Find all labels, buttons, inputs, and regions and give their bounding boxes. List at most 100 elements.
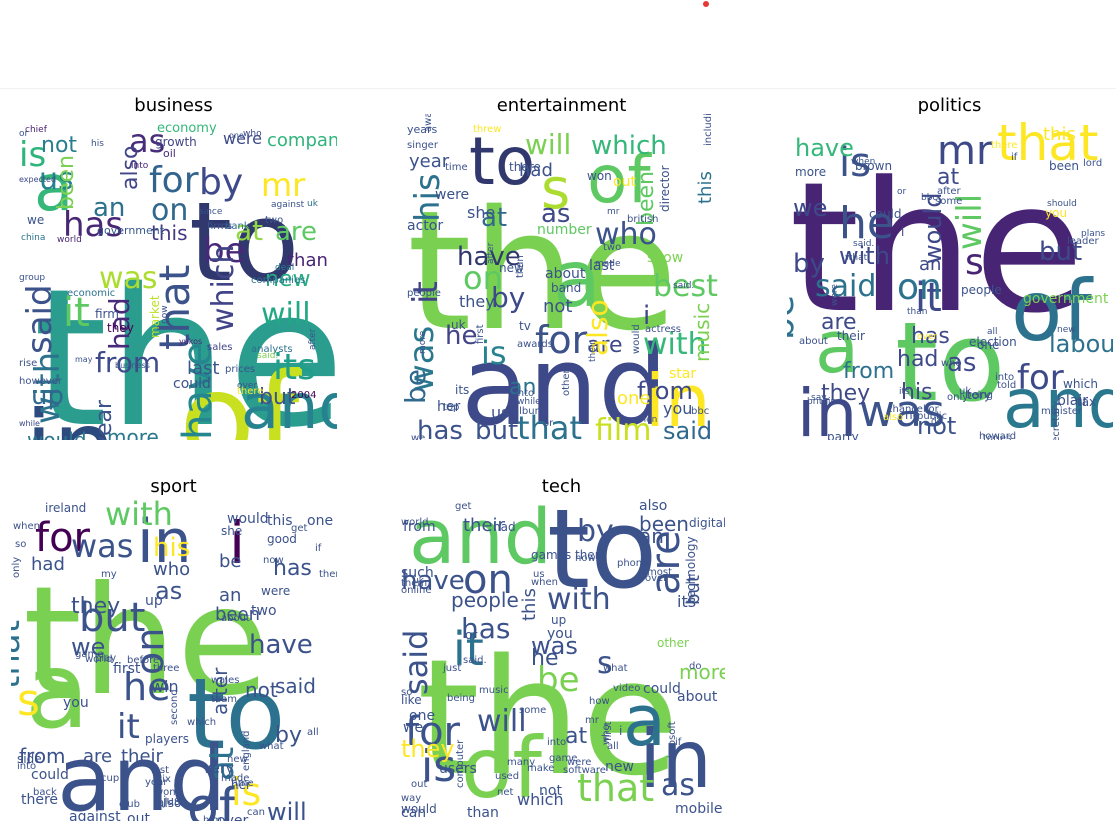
word-no: no — [905, 408, 920, 422]
word-will: will — [950, 194, 990, 250]
word-such: such — [401, 565, 434, 581]
word-this: this — [151, 221, 188, 245]
word-we: we — [403, 720, 423, 736]
word-firms: firms — [207, 221, 232, 232]
word-show: show — [647, 250, 683, 266]
word-that: that — [997, 114, 1099, 172]
word-who: who — [595, 217, 657, 252]
word-threw: threw — [473, 124, 501, 135]
word-be: be — [537, 660, 580, 700]
word-is: is — [481, 334, 507, 372]
word-against: against — [69, 809, 121, 821]
word-was: was — [99, 261, 158, 296]
word-be: be — [203, 231, 246, 271]
word-best: best — [653, 269, 718, 304]
word-not: not — [245, 678, 278, 702]
word-only: only — [11, 557, 22, 578]
word-people: people — [451, 588, 519, 612]
word-which: which — [1063, 377, 1098, 391]
word-but: but — [475, 416, 518, 440]
word-time: time — [231, 778, 254, 789]
word-who: who — [243, 129, 262, 139]
word-do: do — [689, 661, 701, 672]
word-for: for — [149, 160, 199, 201]
word-in: in — [137, 507, 192, 577]
word-would: would — [401, 802, 437, 816]
word-which: which — [206, 245, 241, 332]
word-they: they — [107, 321, 134, 335]
word-as: as — [155, 577, 182, 605]
word-at: at — [235, 214, 263, 247]
word-would: would — [27, 428, 87, 440]
word-very: very — [203, 761, 234, 777]
word-if: if — [315, 543, 322, 554]
word-singer: singer — [407, 140, 439, 151]
word-it: it — [117, 707, 140, 747]
word-players: players — [145, 732, 189, 746]
word-wales: wales — [211, 675, 239, 686]
word-have: have — [795, 134, 854, 162]
word-phone: phone — [617, 558, 648, 569]
word-plans: plans — [1081, 229, 1105, 239]
word-in: in — [645, 359, 711, 440]
word-on: on — [463, 557, 513, 603]
word-can: can — [247, 807, 265, 818]
word-director: director — [658, 165, 672, 212]
word-out: out — [613, 174, 636, 190]
word-i: i — [643, 301, 650, 331]
word-analysts: analysts — [251, 344, 293, 355]
word-its: its — [455, 383, 469, 397]
word-it: it — [453, 622, 484, 676]
word-will: will — [477, 704, 527, 739]
word-britain: britain — [807, 397, 836, 407]
word-way: way — [401, 793, 421, 804]
word-now: now — [160, 305, 170, 324]
word-has: has — [461, 612, 511, 645]
word-actress: actress — [645, 324, 681, 335]
word-up: up — [31, 381, 64, 411]
word-over: over — [645, 573, 668, 584]
word-by: by — [491, 281, 525, 314]
word-was: was — [71, 527, 133, 565]
word-there: there — [991, 140, 1017, 151]
word-last: last — [151, 765, 169, 776]
word-some: some — [935, 196, 962, 207]
word-lord: lord — [1083, 158, 1102, 169]
word-an: an — [219, 585, 241, 606]
word-one: one — [617, 388, 651, 409]
word-not: not — [539, 783, 562, 799]
word-government: government — [1023, 291, 1109, 307]
word-is: is — [839, 140, 871, 186]
word-with: with — [643, 327, 707, 362]
word-some: some — [519, 705, 546, 716]
word-their: their — [121, 746, 164, 767]
word-rise: rise — [19, 358, 37, 369]
word-we: we — [793, 194, 827, 222]
word-in: in — [639, 713, 712, 806]
word-tories: tories — [983, 433, 1011, 440]
word-so: so — [15, 539, 26, 550]
word-however: however — [19, 376, 63, 387]
word-games: games — [531, 548, 571, 562]
word-to: to — [469, 123, 535, 200]
word-market: market — [148, 295, 162, 338]
word-is: is — [421, 741, 456, 792]
word-they: they — [401, 735, 455, 763]
word-won: won — [587, 169, 612, 183]
word-as: as — [129, 122, 165, 160]
word-world: world — [57, 235, 82, 245]
word-are: are — [587, 333, 623, 358]
word-bank: bank — [225, 221, 250, 232]
word-bbc: bbc — [921, 193, 937, 203]
word-has: has — [911, 324, 950, 349]
word-there: there — [21, 792, 58, 808]
word-said: said. — [853, 239, 874, 249]
word-an: an — [93, 193, 125, 223]
word-were: were — [435, 187, 469, 203]
word-would: would — [227, 511, 269, 527]
word-technology: technology — [684, 536, 698, 603]
word-after: after — [486, 242, 496, 264]
word-one: one — [307, 513, 333, 529]
